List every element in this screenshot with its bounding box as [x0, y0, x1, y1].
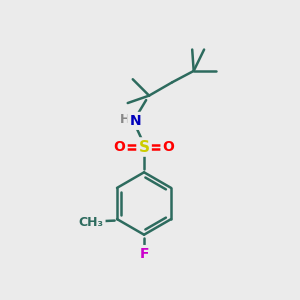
Text: CH₃: CH₃ — [79, 216, 104, 229]
Text: H: H — [120, 113, 130, 126]
Text: S: S — [139, 140, 150, 154]
Text: N: N — [129, 114, 141, 128]
Text: F: F — [139, 247, 149, 261]
Text: O: O — [114, 140, 126, 154]
Text: O: O — [163, 140, 174, 154]
